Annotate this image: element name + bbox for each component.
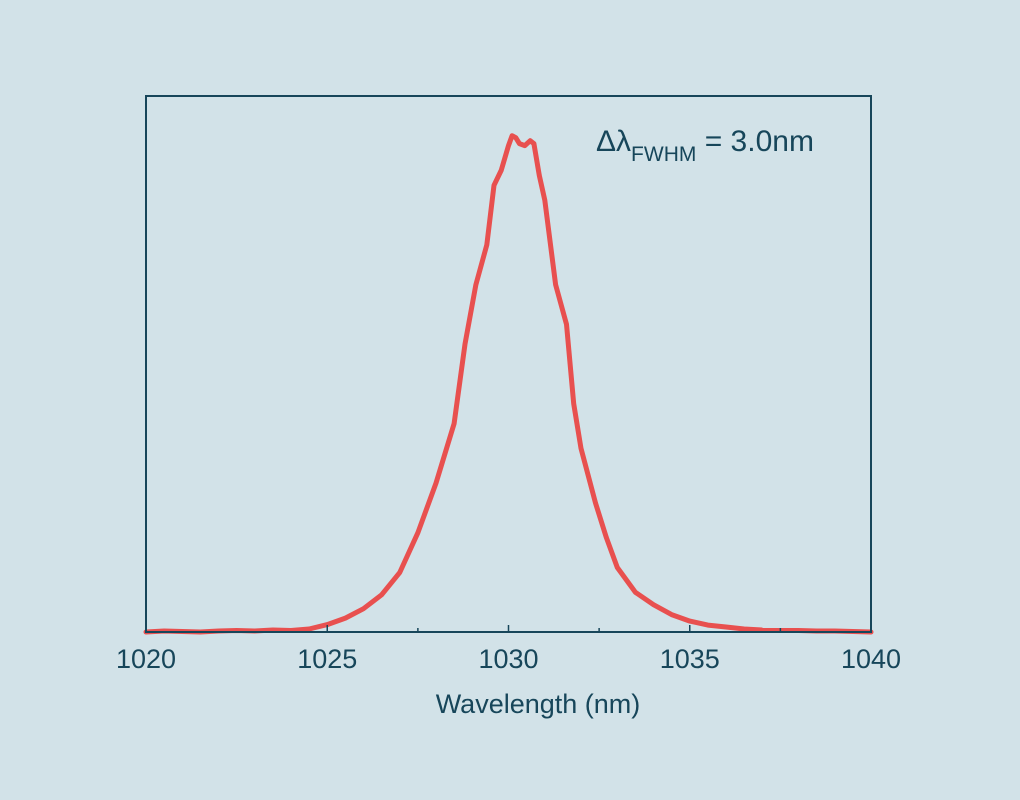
plot-frame bbox=[145, 95, 872, 633]
x-tick-label: 1040 bbox=[841, 644, 901, 674]
x-axis-tick-labels: 1020 1025 1030 1035 1040 bbox=[116, 644, 901, 674]
fwhm-symbol: Δλ bbox=[596, 125, 631, 158]
x-tick-label: 1020 bbox=[116, 644, 176, 674]
fwhm-value: = 3.0nm bbox=[696, 125, 814, 158]
x-tick-label: 1025 bbox=[297, 644, 357, 674]
x-tick-label: 1030 bbox=[478, 644, 538, 674]
x-axis-title: Wavelength (nm) bbox=[436, 689, 641, 719]
x-tick-label: 1035 bbox=[660, 644, 720, 674]
plot-area bbox=[143, 133, 874, 635]
fwhm-subscript: FWHM bbox=[631, 143, 696, 166]
spectrum-line bbox=[143, 133, 874, 635]
fwhm-annotation: ΔλFWHM = 3.0nm bbox=[596, 125, 814, 166]
